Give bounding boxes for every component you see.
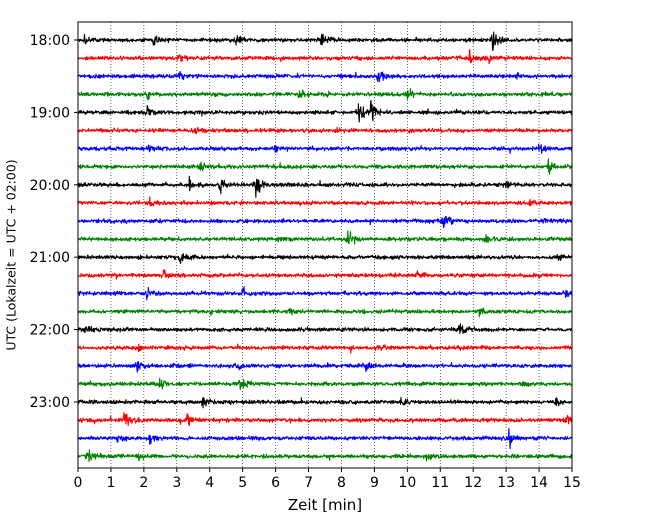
y-tick-label: 19:00 xyxy=(30,105,70,121)
trace-line xyxy=(77,175,573,198)
x-tick-label: 11 xyxy=(431,475,449,491)
trace-line xyxy=(77,230,573,245)
trace-line xyxy=(77,99,573,123)
trace-line xyxy=(77,48,573,65)
x-tick-label: 14 xyxy=(530,475,548,491)
x-tick-label: 5 xyxy=(238,475,247,491)
x-tick-label: 7 xyxy=(304,475,313,491)
x-tick-label: 12 xyxy=(464,475,482,491)
trace-line xyxy=(77,411,573,427)
trace-line xyxy=(77,307,573,318)
x-tick-label: 0 xyxy=(74,475,83,491)
trace-line xyxy=(77,285,573,301)
y-tick-label: 22:00 xyxy=(30,323,70,339)
y-axis-ticks: 18:00 19:00 20:00 21:00 22:00 23:00 xyxy=(30,33,78,411)
x-tick-label: 6 xyxy=(271,475,280,491)
y-axis-label: UTC (Lokalzeit = UTC + 02:00) xyxy=(4,159,19,350)
x-axis-label: Zeit [min] xyxy=(288,496,362,514)
x-tick-label: 8 xyxy=(337,475,346,491)
x-tick-label: 1 xyxy=(106,475,115,491)
trace-line xyxy=(77,143,573,155)
trace-line xyxy=(77,323,573,335)
trace-line xyxy=(77,158,573,175)
x-tick-label: 15 xyxy=(563,475,581,491)
trace-line xyxy=(77,361,573,373)
trace-line xyxy=(77,88,573,101)
x-axis-ticks: 0 1 2 3 4 5 6 7 8 9 10 11 12 13 14 15 xyxy=(74,468,581,491)
x-tick-label: 10 xyxy=(398,475,416,491)
trace-line xyxy=(77,253,573,264)
x-tick-label: 13 xyxy=(497,475,515,491)
y-tick-label: 23:00 xyxy=(30,395,70,411)
trace-line xyxy=(77,216,573,229)
x-tick-label: 4 xyxy=(205,475,214,491)
y-tick-label: 18:00 xyxy=(30,33,70,49)
seismogram-traces xyxy=(77,31,573,462)
trace-line xyxy=(77,449,573,462)
trace-line xyxy=(77,343,573,354)
trace-line xyxy=(77,31,573,51)
x-grid xyxy=(110,22,540,468)
x-tick-label: 3 xyxy=(172,475,181,491)
x-tick-label: 9 xyxy=(370,475,379,491)
plot-frame xyxy=(77,21,573,469)
trace-line xyxy=(77,269,573,280)
trace-line xyxy=(77,396,573,409)
x-tick-label: 2 xyxy=(139,475,148,491)
y-tick-label: 21:00 xyxy=(30,250,70,266)
trace-line xyxy=(77,126,573,135)
trace-line xyxy=(77,70,573,83)
trace-line xyxy=(77,377,573,391)
trace-line xyxy=(77,196,573,207)
y-tick-label: 20:00 xyxy=(30,178,70,194)
trace-line xyxy=(77,427,573,450)
